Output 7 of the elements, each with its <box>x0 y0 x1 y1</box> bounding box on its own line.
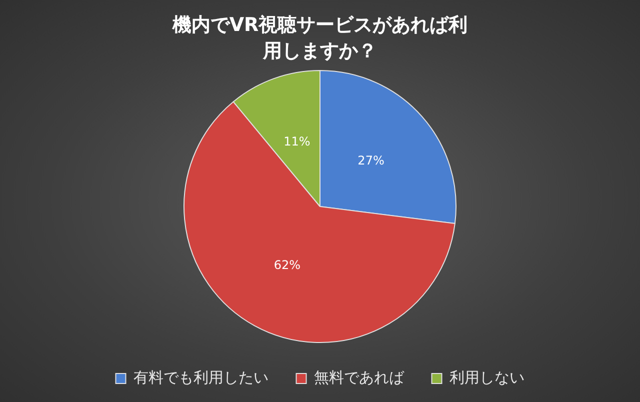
legend-label: 利用しない <box>449 368 524 386</box>
chart-title: 機内でVR視聴サービスがあれば利用しますか？ <box>171 13 469 64</box>
data-label: 27% <box>358 154 384 168</box>
legend-label: 無料であれば <box>314 368 405 386</box>
data-label: 62% <box>274 258 301 272</box>
legend-label: 有料でも利用したい <box>133 368 268 386</box>
data-label: 11% <box>284 134 310 149</box>
